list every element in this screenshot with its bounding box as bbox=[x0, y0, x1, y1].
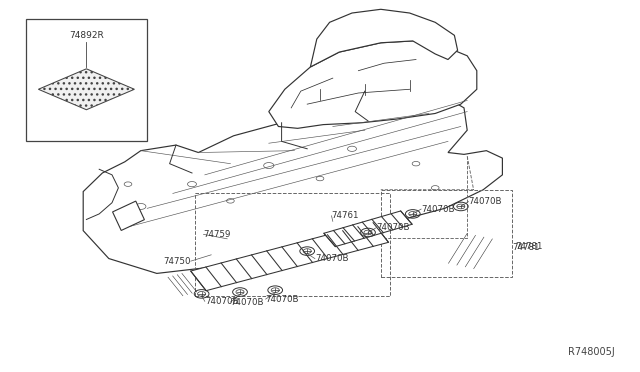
Text: 74070B: 74070B bbox=[266, 295, 299, 304]
Text: 74759: 74759 bbox=[204, 230, 231, 239]
Text: 74761: 74761 bbox=[332, 211, 359, 220]
Polygon shape bbox=[38, 69, 134, 110]
Text: 74892R: 74892R bbox=[69, 31, 104, 40]
Text: 74070B: 74070B bbox=[315, 254, 348, 263]
Polygon shape bbox=[310, 9, 458, 67]
Text: 74070B: 74070B bbox=[376, 223, 410, 232]
Polygon shape bbox=[83, 87, 502, 273]
Text: 74781: 74781 bbox=[512, 243, 540, 252]
Text: R748005J: R748005J bbox=[568, 347, 614, 357]
Bar bbox=[26, 19, 147, 141]
Polygon shape bbox=[324, 211, 412, 247]
Text: 74070B: 74070B bbox=[421, 205, 454, 214]
Polygon shape bbox=[191, 223, 388, 291]
Text: 74750: 74750 bbox=[163, 257, 191, 266]
Bar bbox=[381, 190, 512, 277]
Bar bbox=[195, 193, 390, 296]
Bar bbox=[113, 201, 145, 231]
Polygon shape bbox=[269, 41, 477, 128]
Text: 74070B: 74070B bbox=[230, 298, 264, 307]
Text: 74070B: 74070B bbox=[468, 197, 502, 206]
Text: 74070B: 74070B bbox=[205, 297, 238, 306]
Text: 74781: 74781 bbox=[515, 242, 543, 251]
